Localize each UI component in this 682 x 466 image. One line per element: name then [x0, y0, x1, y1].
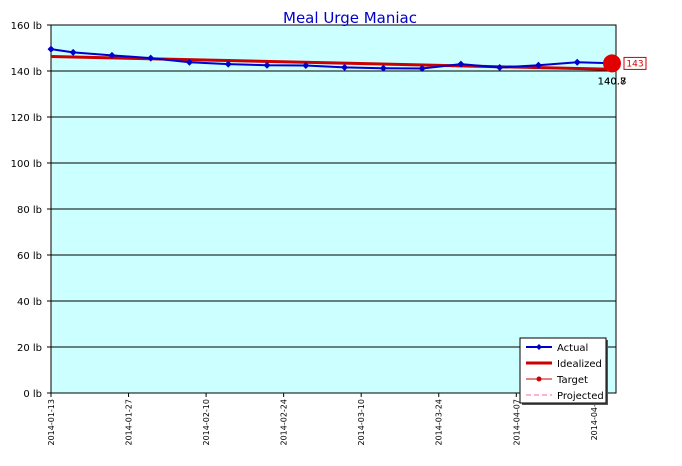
- end-value-label: 140.7: [598, 76, 627, 87]
- actual-point: [418, 64, 426, 72]
- x-tick-label: 2014-04-2: [590, 399, 599, 440]
- actual-point: [496, 64, 504, 72]
- y-tick-label: 40 lb: [17, 297, 42, 308]
- actual-point: [302, 61, 310, 69]
- actual-point: [263, 61, 271, 69]
- actual-point: [185, 58, 193, 66]
- x-tick-label: 2014-03-24: [435, 399, 444, 446]
- current-weight-badge-text: 143: [626, 59, 643, 69]
- x-tick-label: 2014-01-27: [125, 399, 134, 446]
- y-tick-label: 0 lb: [23, 389, 42, 400]
- y-tick-label: 140 lb: [11, 67, 42, 78]
- actual-line: [50, 48, 617, 70]
- actual-point: [47, 45, 55, 53]
- legend-marker: [536, 344, 542, 350]
- y-tick-label: 80 lb: [17, 205, 42, 216]
- legend-label: Idealized: [557, 359, 602, 370]
- chart-title: Meal Urge Maniac: [283, 9, 417, 27]
- legend: Actual Idealized Target Projected: [519, 337, 608, 405]
- actual-point: [341, 63, 349, 71]
- actual-point: [573, 58, 581, 66]
- x-tick-label: 2014-04-07: [512, 399, 521, 446]
- x-tick-label: 2014-02-10: [202, 399, 211, 446]
- x-axis-ticks: 2014-01-13 2014-01-27 2014-02-10 2014-02-24…: [47, 393, 599, 446]
- current-weight-badge: [623, 56, 647, 70]
- x-tick-label: 2014-03-10: [357, 399, 366, 446]
- y-axis-ticks: 0 lb 20 lb 40 lb 60 lb 80 lb 100 lb 120 lb 140 …: [11, 21, 51, 400]
- actual-point: [69, 48, 77, 56]
- actual-point: [147, 54, 155, 62]
- actual-point: [534, 61, 542, 69]
- y-tick-label: 20 lb: [17, 343, 42, 354]
- x-tick-label: 2014-01-13: [47, 399, 56, 446]
- current-weight-dot: [603, 54, 621, 73]
- y-tick-label: 100 lb: [11, 159, 42, 170]
- end-value-label: 140.8: [598, 76, 627, 87]
- x-tick-label: 2014-02-24: [280, 399, 289, 446]
- y-tick-label: 160 lb: [11, 21, 42, 32]
- actual-point: [108, 51, 116, 59]
- actual-point: [224, 60, 232, 68]
- legend-box: [519, 337, 607, 404]
- actual-point: [379, 64, 387, 72]
- y-tick-label: 60 lb: [17, 251, 42, 262]
- legend-label: Projected: [557, 391, 604, 402]
- y-tick-label: 120 lb: [11, 113, 42, 124]
- actual-point: [457, 60, 465, 68]
- legend-label: Actual: [557, 343, 588, 354]
- legend-label: Target: [556, 375, 588, 386]
- legend-marker: [536, 376, 542, 382]
- series-layer: [47, 45, 620, 72]
